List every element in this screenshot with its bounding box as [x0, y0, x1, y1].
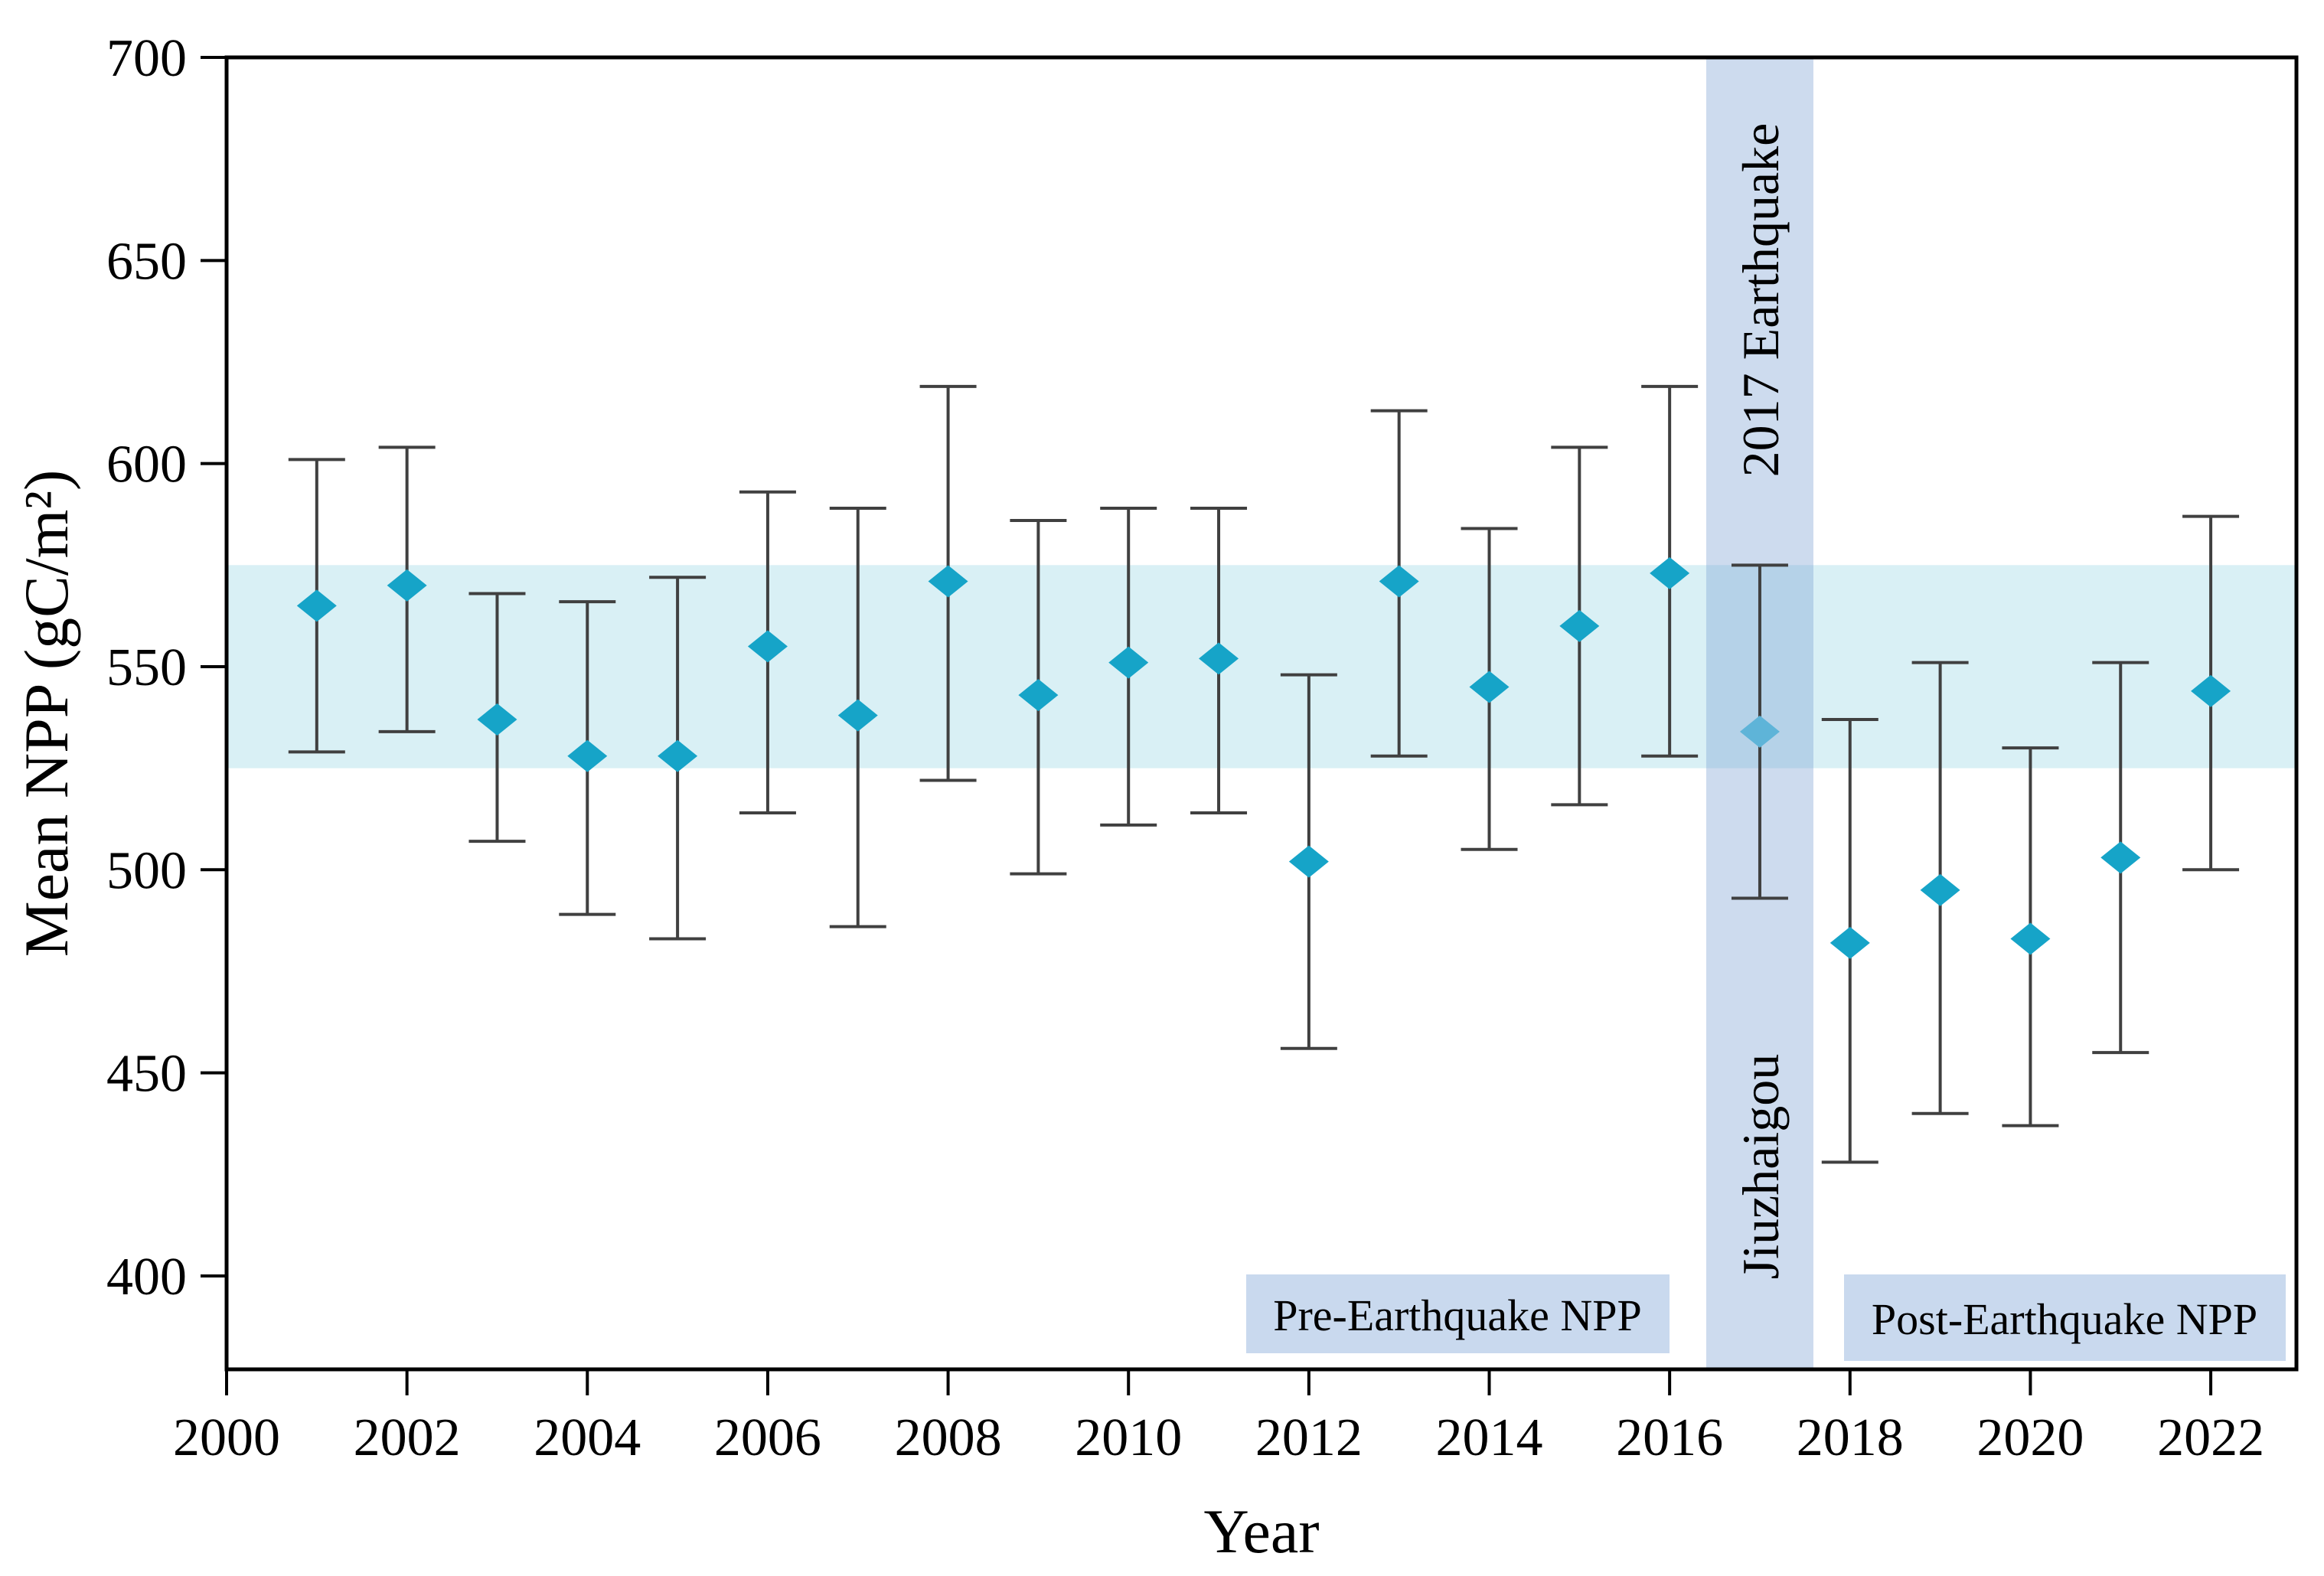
diamond-marker-2009 [1018, 679, 1059, 712]
diamond-marker-2004 [567, 739, 608, 772]
diamond-marker-2002 [387, 569, 427, 602]
earthquake-band-bottom-label: Jiuzhaigou [1732, 1054, 1790, 1280]
diamond-marker-2011 [1199, 642, 1239, 675]
data-point-group-2003 [468, 592, 526, 843]
y-tick-label-550: 550 [106, 638, 187, 697]
y-tick-label-450: 450 [106, 1045, 187, 1104]
diamond-marker-2019 [1920, 873, 1960, 906]
y-tick-label-500: 500 [106, 841, 187, 900]
labels-layer: Mean NPP (gC/m²) Year 2017 Earthquake Ji… [11, 123, 2286, 1566]
diamond-marker-2022 [2191, 674, 2231, 707]
data-point-group-2007 [829, 507, 886, 928]
data-point-group-2014 [1461, 527, 1518, 851]
diamond-marker-2017 [1739, 715, 1780, 748]
bands-layer [227, 57, 2296, 1369]
data-point-group-2010 [1100, 507, 1157, 827]
diamond-marker-2007 [837, 699, 878, 732]
x-tick-label-2014: 2014 [1435, 1408, 1542, 1467]
pre-earthquake-label: Pre-Earthquake NPP [1273, 1290, 1642, 1340]
diamond-marker-2016 [1650, 556, 1690, 589]
x-tick-label-2000: 2000 [173, 1408, 280, 1467]
diamond-marker-2003 [477, 703, 517, 736]
horizontal-reference-band [227, 565, 2296, 768]
data-point-group-2018 [1821, 717, 1878, 1164]
x-tick-label-2008: 2008 [895, 1408, 1002, 1467]
diamond-marker-2015 [1559, 609, 1600, 642]
data-point-group-2002 [378, 445, 436, 733]
diamond-marker-2020 [2010, 922, 2051, 955]
data-point-group-2020 [2002, 746, 2059, 1127]
data-point-group-2008 [919, 384, 977, 782]
pre-earthquake-label-box: Pre-Earthquake NPP [1246, 1274, 1670, 1353]
data-point-group-2006 [739, 490, 796, 815]
data-point-group-2016 [1641, 384, 1699, 758]
data-point-group-2021 [2092, 661, 2149, 1055]
post-earthquake-box [1844, 1274, 2286, 1361]
diamond-marker-2012 [1288, 845, 1329, 878]
x-axis-title: Year [1203, 1496, 1319, 1566]
x-tick-label-2020: 2020 [1976, 1408, 2084, 1467]
data-point-group-2022 [2182, 514, 2240, 872]
post-earthquake-label-box: Post-Earthquake NPP [1844, 1274, 2286, 1361]
data-point-group-2013 [1370, 409, 1428, 758]
y-tick-label-650: 650 [106, 232, 187, 291]
x-tick-label-2018: 2018 [1797, 1408, 1904, 1467]
diamond-marker-2021 [2100, 841, 2141, 874]
data-point-group-2017 [1731, 563, 1788, 900]
x-tick-label-2002: 2002 [354, 1408, 461, 1467]
axes-layer: 2000 2002 2004 2006 2008 2010 2012 2014 2016 2018… [106, 29, 2299, 1467]
data-point-group-2001 [288, 458, 345, 754]
diamond-marker-2014 [1469, 671, 1510, 703]
data-point-group-2005 [649, 576, 707, 941]
diamond-marker-2006 [747, 630, 788, 663]
data-point-group-2012 [1280, 673, 1337, 1050]
data-point-group-2019 [1911, 661, 1969, 1115]
earthquake-band-top-label: 2017 Earthquake [1732, 123, 1790, 478]
y-tick-label-700: 700 [106, 29, 187, 88]
plot-border [224, 55, 2299, 1372]
x-tick-label-2022: 2022 [2157, 1408, 2264, 1467]
x-tick-label-2010: 2010 [1075, 1408, 1182, 1467]
diamond-marker-2018 [1829, 926, 1870, 959]
data-point-group-2015 [1551, 445, 1608, 807]
diamond-marker-2001 [296, 589, 337, 622]
data-point-group-2011 [1190, 507, 1248, 815]
y-axis-title: Mean NPP (gC/m²) [11, 470, 81, 958]
post-earthquake-label: Post-Earthquake NPP [1872, 1294, 2257, 1344]
x-tick-label-2006: 2006 [714, 1408, 821, 1467]
pre-earthquake-box [1246, 1274, 1670, 1353]
data-point-group-2004 [559, 600, 616, 916]
diamond-marker-2010 [1108, 646, 1149, 679]
diamond-marker-2005 [658, 739, 698, 772]
diamond-marker-2013 [1379, 565, 1419, 598]
x-tick-label-2012: 2012 [1255, 1408, 1363, 1467]
diamond-marker-2008 [928, 565, 968, 598]
y-tick-label-600: 600 [106, 436, 187, 494]
data-point-group-2009 [1010, 518, 1067, 876]
x-tick-label-2016: 2016 [1616, 1408, 1723, 1467]
x-tick-label-2004: 2004 [534, 1408, 641, 1467]
data-layer [288, 384, 2240, 1164]
y-tick-label-400: 400 [106, 1248, 187, 1307]
